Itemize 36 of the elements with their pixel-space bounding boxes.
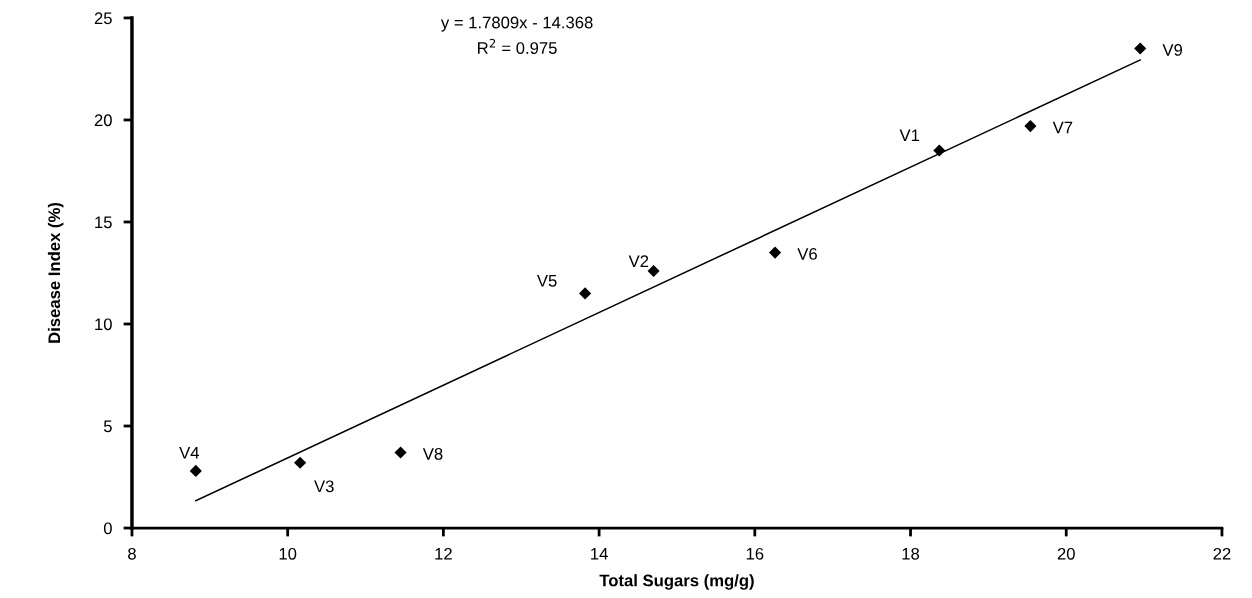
- x-tick-label: 10: [279, 547, 297, 560]
- y-tick-label: 25: [94, 12, 112, 25]
- annotation: V7: [1052, 121, 1073, 134]
- point: [579, 287, 592, 300]
- annotation: R$^{2}$ = 0.975: [478, 38, 557, 54]
- point: [189, 464, 202, 477]
- annotation: V5: [537, 275, 557, 287]
- x-tick-label: 20: [1057, 547, 1075, 560]
- point: [933, 144, 946, 157]
- x-axis-title: Total Sugars (mg/g): [599, 574, 754, 590]
- y-axis-title: Disease Index (%): [47, 202, 64, 343]
- annotation: V6: [797, 248, 817, 260]
- annotation: V3: [314, 480, 334, 493]
- x-tick-label: 18: [902, 547, 920, 560]
- x-tick-label: 22: [1213, 547, 1231, 560]
- x-tick-label: 8: [128, 547, 136, 560]
- point: [769, 246, 782, 259]
- point: [647, 264, 660, 277]
- x-tick-label: 14: [591, 548, 608, 560]
- annotation: V8: [422, 447, 443, 460]
- point: [294, 456, 307, 469]
- annotation: V9: [1162, 44, 1183, 56]
- point: [394, 446, 407, 459]
- y-tick-label: 20: [94, 114, 112, 127]
- x-tick-label: 16: [746, 547, 764, 560]
- point: [1024, 120, 1037, 133]
- annotation: V1: [899, 129, 920, 141]
- annotation: y = 1.7809x - 14.368: [440, 16, 593, 32]
- y-tick-label: 0: [103, 522, 112, 535]
- y-tick-label: 15: [95, 216, 112, 229]
- annotation: V2: [628, 255, 649, 267]
- point: [1134, 42, 1147, 55]
- y-tick-label: 5: [103, 420, 112, 433]
- x-tick-label: 12: [435, 547, 452, 560]
- y-tick-label: 10: [95, 318, 112, 331]
- annotation: V4: [179, 447, 200, 459]
